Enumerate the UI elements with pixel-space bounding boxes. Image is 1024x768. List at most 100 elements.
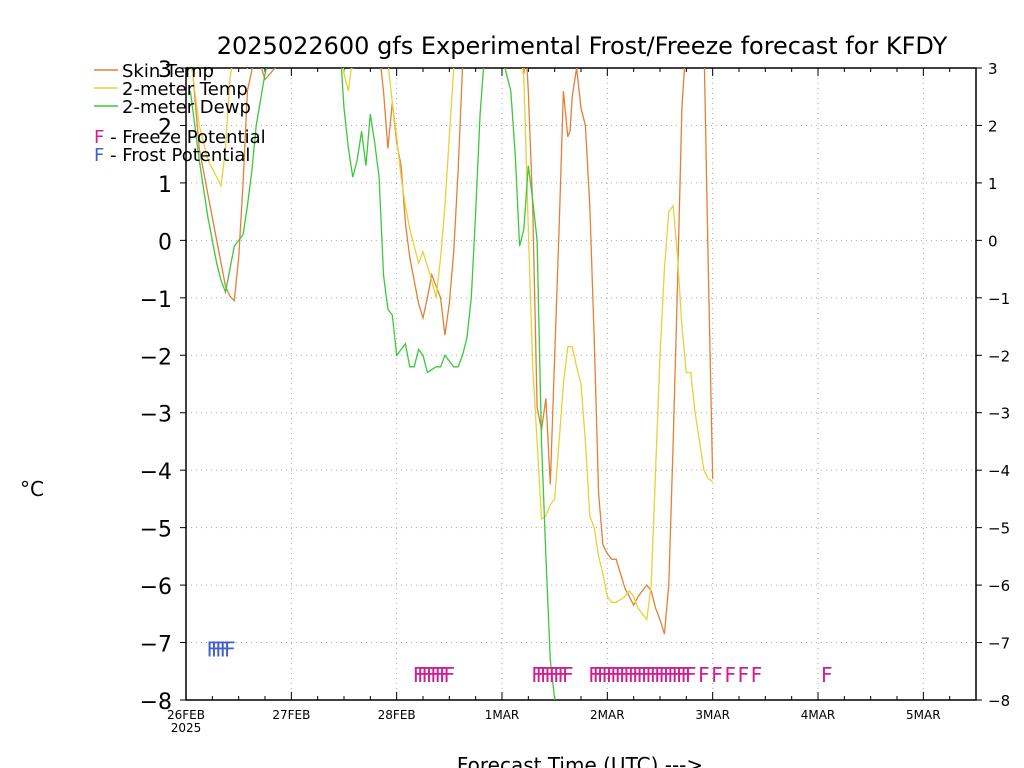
freeze-marker: F: [711, 663, 723, 687]
y-tick-label-right: −3: [988, 405, 1010, 423]
legend-marker-label: F - Freeze Potential: [94, 127, 266, 148]
y-tick-label-right: −6: [988, 577, 1010, 595]
y-tick-label-left: −6: [140, 575, 172, 600]
y-tick-label-right: −5: [988, 520, 1010, 538]
freeze-marker: F: [676, 663, 688, 687]
legend-label: 2-meter Dewp: [122, 97, 251, 118]
freeze-marker: F: [439, 663, 451, 687]
chart-title: 2025022600 gfs Experimental Frost/Freeze…: [217, 32, 948, 60]
freeze-marker: F: [558, 663, 570, 687]
freeze-marker: F: [685, 663, 697, 687]
freeze-marker: F: [430, 663, 442, 687]
frost-marker: F: [211, 637, 223, 661]
freeze-marker: F: [597, 663, 609, 687]
y-tick-label-right: −2: [988, 347, 1010, 365]
y-axis-label: °C: [20, 477, 44, 501]
y-tick-label-right: −1: [988, 290, 1010, 308]
frost-marker: F: [220, 637, 232, 661]
x-tick-label: 2MAR: [590, 708, 625, 722]
freeze-marker: F: [624, 663, 636, 687]
freeze-marker: F: [667, 663, 679, 687]
freeze-marker: F: [444, 663, 456, 687]
y-tick-label-left: −3: [140, 403, 172, 428]
y-tick-label-left: −4: [140, 460, 172, 485]
frost-marker: F: [224, 637, 236, 661]
freeze-marker: F: [663, 663, 675, 687]
freeze-marker: F: [672, 663, 684, 687]
freeze-marker: F: [659, 663, 671, 687]
y-tick-label-left: 2: [158, 115, 172, 140]
freeze-marker: F: [549, 663, 561, 687]
freeze-marker: F: [650, 663, 662, 687]
freeze-marker: F: [553, 663, 565, 687]
y-tick-label-right: 1: [988, 175, 998, 193]
freeze-marker: F: [562, 663, 574, 687]
x-tick-label: 1MAR: [485, 708, 520, 722]
y-tick-label-right: −8: [988, 692, 1010, 710]
freeze-marker: F: [632, 663, 644, 687]
series-lines: [189, 68, 714, 700]
legend-label: Skin Temp: [122, 61, 214, 82]
y-tick-label-right: 3: [988, 60, 998, 78]
x-tick-label: 4MAR: [801, 708, 836, 722]
freeze-marker: F: [637, 663, 649, 687]
freeze-marker: F: [417, 663, 429, 687]
x-tick-sublabel: 2025: [171, 721, 202, 735]
x-tick-label: 5MAR: [906, 708, 941, 722]
freeze-marker: F: [422, 663, 434, 687]
freeze-marker: F: [426, 663, 438, 687]
legend-marker-label: F - Frost Potential: [94, 145, 250, 166]
legend-marker-text: - Freeze Potential: [104, 127, 265, 148]
freeze-marker: F: [654, 663, 666, 687]
freeze-marker: F: [536, 663, 548, 687]
y-tick-label-left: 0: [158, 230, 172, 255]
freeze-marker: F: [435, 663, 447, 687]
series-line-2-meter-dewp: [189, 68, 556, 700]
freeze-marker: F: [540, 663, 552, 687]
freeze-marker: F: [615, 663, 627, 687]
freeze-marker: F: [545, 663, 557, 687]
x-axis-label: Forecast Time (UTC) --->: [457, 753, 703, 768]
freeze-marker: F: [628, 663, 640, 687]
x-tick-label: 26FEB: [167, 708, 205, 722]
x-tick-label: 28FEB: [378, 708, 416, 722]
y-tick-label-left: −5: [140, 518, 172, 543]
y-tick-label-left: −7: [140, 633, 172, 658]
legend-marker-symbol: F: [94, 145, 104, 166]
series-line-2-meter-temp: [191, 68, 714, 622]
x-tick-label: 27FEB: [272, 708, 310, 722]
freeze-marker: F: [641, 663, 653, 687]
freeze-marker: F: [724, 663, 736, 687]
freeze-marker: F: [645, 663, 657, 687]
series-line-skin-temp: [191, 68, 714, 635]
freeze-marker: F: [602, 663, 614, 687]
freeze-marker: F: [413, 663, 425, 687]
y-tick-label-right: 2: [988, 117, 998, 135]
x-tick-label: 3MAR: [695, 708, 730, 722]
frost-marker: F: [207, 637, 219, 661]
legend-marker-text: - Frost Potential: [104, 145, 250, 166]
y-tick-label-left: 1: [158, 173, 172, 198]
freeze-marker: F: [698, 663, 710, 687]
legend-marker-symbol: F: [94, 127, 104, 148]
y-tick-label-right: −4: [988, 462, 1010, 480]
freeze-marker: F: [606, 663, 618, 687]
y-tick-label-left: −8: [140, 690, 172, 715]
freeze-marker: F: [593, 663, 605, 687]
freeze-marker: F: [531, 663, 543, 687]
freeze-marker: F: [610, 663, 622, 687]
y-tick-label-right: 0: [988, 232, 998, 250]
freeze-marker: F: [821, 663, 833, 687]
freeze-marker: F: [751, 663, 763, 687]
freeze-marker: F: [619, 663, 631, 687]
y-tick-label-left: 3: [158, 58, 172, 83]
freeze-marker: F: [738, 663, 750, 687]
freeze-marker: F: [681, 663, 693, 687]
y-tick-label-left: −2: [140, 345, 172, 370]
axes: 3 3 2 2 1 1 0 0 −1 −1 −2 −2 −3 −3 −4 −4 −5 −5 −6 −6 −7 −7 −8 −8…: [140, 58, 1011, 735]
y-tick-label-right: −7: [988, 635, 1010, 653]
y-tick-label-left: −1: [140, 288, 172, 313]
